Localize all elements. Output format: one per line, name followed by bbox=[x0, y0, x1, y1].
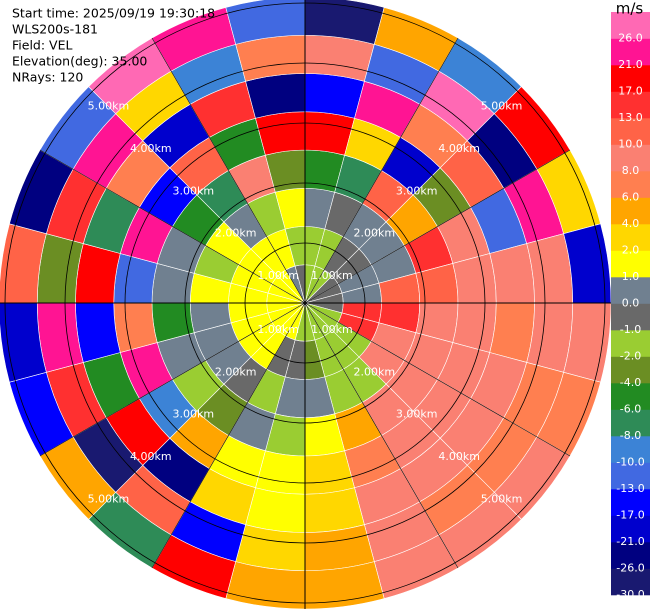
colorbar-tick-label: 26.0 bbox=[618, 32, 643, 45]
info-text: NRays: 120 bbox=[12, 70, 83, 85]
range-label: 5.00km bbox=[481, 99, 523, 112]
range-label: 1.00km bbox=[257, 323, 299, 336]
colorbar: -30.0 -26.0 -21.0 -17.0 -13.0 -10.0 -8.0 -6.0 -4… bbox=[611, 0, 650, 601]
range-label: 5.00km bbox=[88, 99, 130, 112]
colorbar-tick-label: -6.0 bbox=[620, 403, 641, 416]
range-label: 4.00km bbox=[130, 142, 172, 155]
spoke bbox=[39, 149, 306, 304]
range-gate bbox=[489, 243, 535, 304]
range-ring bbox=[64, 62, 546, 544]
colorbar-bin bbox=[611, 568, 650, 596]
colorbar-tick-label: 21.0 bbox=[618, 58, 643, 71]
colorbar-tick-label: -1.0 bbox=[620, 323, 641, 336]
range-gate bbox=[75, 302, 121, 363]
range-ring bbox=[124, 122, 486, 484]
range-label: 3.00km bbox=[396, 408, 438, 421]
range-ring bbox=[4, 2, 606, 604]
spoke bbox=[151, 37, 306, 304]
colorbar-tick-label: 17.0 bbox=[618, 85, 643, 98]
colorbar-tick-label: -21.0 bbox=[616, 535, 644, 548]
colorbar-bin bbox=[611, 197, 650, 225]
info-text: Elevation(deg): 35.00 bbox=[12, 54, 147, 69]
range-label: 1.00km bbox=[311, 323, 353, 336]
colorbar-tick-label: -8.0 bbox=[620, 429, 641, 442]
range-ring bbox=[244, 242, 366, 364]
colorbar-bin bbox=[611, 515, 650, 543]
colorbar-tick-label: 10.0 bbox=[618, 138, 643, 151]
colorbar-bin bbox=[611, 542, 650, 569]
range-label: 3.00km bbox=[172, 184, 214, 197]
colorbar-bin bbox=[611, 277, 650, 304]
info-text: WLS200s-181 bbox=[12, 22, 98, 37]
range-gate bbox=[304, 487, 365, 533]
range-label: 1.00km bbox=[257, 269, 299, 282]
range-label: 5.00km bbox=[481, 493, 523, 506]
colorbar-bin bbox=[611, 436, 650, 463]
colorbar-tick-label: -4.0 bbox=[620, 376, 641, 389]
colorbar-tick-label: 2.0 bbox=[622, 244, 640, 257]
colorbar-bin bbox=[611, 303, 650, 331]
colorbar-bin bbox=[611, 383, 650, 410]
spoke bbox=[151, 302, 306, 569]
spoke bbox=[304, 149, 571, 304]
colorbar-tick-label: -17.0 bbox=[616, 509, 644, 522]
range-gate bbox=[489, 302, 535, 363]
colorbar-bin bbox=[611, 224, 650, 251]
range-label: 5.00km bbox=[88, 493, 130, 506]
range-gate bbox=[304, 73, 365, 119]
colorbar-bin bbox=[611, 171, 650, 198]
colorbar-bin bbox=[611, 409, 650, 437]
range-label: 3.00km bbox=[172, 408, 214, 421]
colorbar-bin bbox=[611, 250, 650, 278]
range-ring bbox=[184, 182, 426, 424]
colorbar-tick-label: -13.0 bbox=[616, 482, 644, 495]
colorbar-bin bbox=[611, 330, 650, 357]
colorbar-tick-label: 13.0 bbox=[618, 111, 643, 124]
colorbar-tick-label: -30.0 bbox=[616, 588, 644, 601]
range-label: 3.00km bbox=[396, 184, 438, 197]
colorbar-bin bbox=[611, 12, 650, 39]
colorbar-tick-label: -26.0 bbox=[616, 562, 644, 575]
spoke bbox=[304, 302, 459, 569]
colorbar-tick-label: 0.0 bbox=[622, 297, 640, 310]
range-gate bbox=[75, 243, 121, 304]
colorbar-bin bbox=[611, 489, 650, 516]
overlay: 1.00km 1.00km 1.00km 1.00km 2.00km 2.00km 2.00… bbox=[0, 0, 611, 609]
spoke bbox=[304, 37, 459, 304]
colorbar-tick-label: 4.0 bbox=[622, 217, 640, 230]
spoke bbox=[39, 302, 306, 457]
colorbar-bin bbox=[611, 91, 650, 119]
colorbar-tick-label: 6.0 bbox=[622, 191, 640, 204]
colorbar-bin bbox=[611, 65, 650, 92]
range-label: 4.00km bbox=[438, 142, 480, 155]
colorbar-tick-label: 1.0 bbox=[622, 270, 640, 283]
colorbar-bin bbox=[611, 462, 650, 490]
info-text: Start time: 2025/09/19 19:30:18 bbox=[12, 6, 215, 21]
range-gate bbox=[0, 302, 47, 383]
range-gate bbox=[245, 487, 306, 533]
colorbar-bin bbox=[611, 38, 650, 66]
range-gate bbox=[245, 73, 306, 119]
colorbar-title: m/s bbox=[616, 0, 644, 18]
colorbar-bin bbox=[611, 118, 650, 145]
range-label: 4.00km bbox=[438, 450, 480, 463]
range-label: 2.00km bbox=[215, 365, 257, 378]
range-label: 2.00km bbox=[215, 227, 257, 240]
range-label: 2.00km bbox=[354, 365, 396, 378]
range-label: 2.00km bbox=[354, 227, 396, 240]
colorbar-bin bbox=[611, 356, 650, 384]
range-label: 1.00km bbox=[311, 269, 353, 282]
range-gate bbox=[225, 0, 306, 45]
range-label: 4.00km bbox=[130, 450, 172, 463]
info-text: Field: VEL bbox=[12, 38, 72, 53]
colorbar-tick-label: -2.0 bbox=[620, 350, 641, 363]
colorbar-tick-label: -10.0 bbox=[616, 456, 644, 469]
colorbar-bin bbox=[611, 144, 650, 172]
colorbar-tick-label: 8.0 bbox=[622, 164, 640, 177]
spoke bbox=[304, 302, 571, 457]
